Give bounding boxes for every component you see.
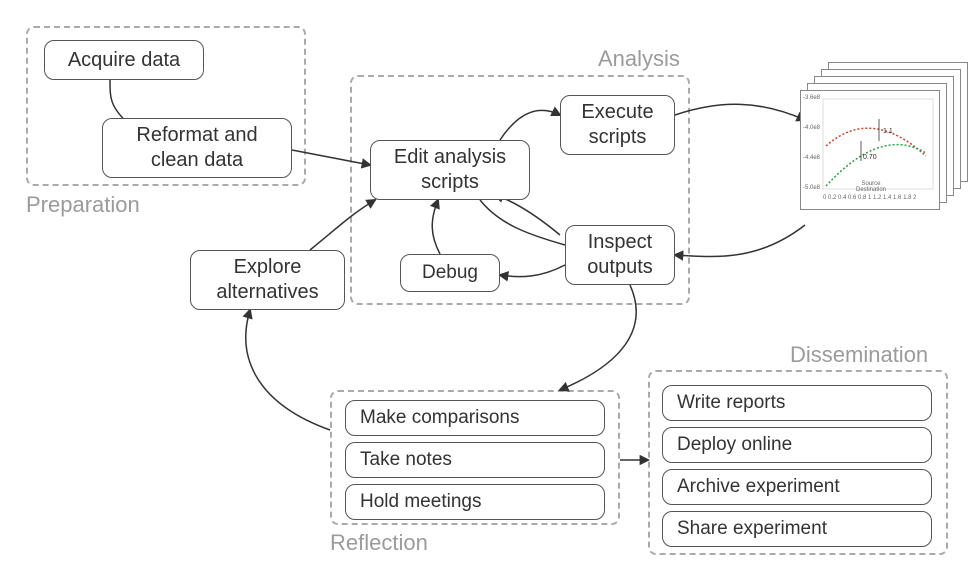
mini-chart: 1.1 0.70 bbox=[801, 91, 941, 211]
edge-reflection-explore bbox=[246, 310, 330, 430]
node-debug: Debug bbox=[400, 254, 500, 292]
group-label-preparation: Preparation bbox=[26, 192, 140, 218]
output-chart-stack: 1.1 0.70 -3.6e8 -4.0e8 -4.4e8 -5.0e80 0.2 0.4… bbox=[800, 90, 970, 240]
node-make-comparisons: Make comparisons bbox=[345, 400, 605, 436]
ytick-label: -3.6e8 bbox=[803, 95, 820, 101]
xaxis-label: SourceDestination bbox=[856, 181, 886, 193]
chart-card-front: 1.1 0.70 -3.6e8 -4.0e8 -4.4e8 -5.0e80 0.2 0.4… bbox=[800, 90, 940, 210]
ytick-label: -4.0e8 bbox=[803, 125, 820, 131]
node-edit-scripts: Edit analysisscripts bbox=[370, 140, 530, 200]
svg-text:0.70: 0.70 bbox=[863, 154, 877, 161]
node-hold-meetings: Hold meetings bbox=[345, 484, 605, 520]
group-label-reflection: Reflection bbox=[330, 530, 428, 556]
svg-text:1.1: 1.1 bbox=[883, 128, 893, 135]
group-label-dissemination: Dissemination bbox=[790, 342, 928, 368]
node-share-experiment: Share experiment bbox=[662, 511, 932, 547]
ytick-label: -5.0e8 bbox=[803, 185, 820, 191]
node-archive-experiment: Archive experiment bbox=[662, 469, 932, 505]
diagram-stage: Preparation Analysis Reflection Dissemin… bbox=[0, 0, 974, 587]
node-reformat-clean: Reformat andclean data bbox=[102, 118, 292, 178]
edge-execute-chart bbox=[675, 104, 805, 120]
xtick-label: 0 0.2 0.4 0.6 0.8 1 1.2 1.4 1.6 1.8 2 bbox=[823, 195, 916, 201]
node-acquire-data: Acquire data bbox=[44, 40, 204, 80]
node-inspect-outputs: Inspectoutputs bbox=[565, 225, 675, 285]
node-deploy-online: Deploy online bbox=[662, 427, 932, 463]
node-take-notes: Take notes bbox=[345, 442, 605, 478]
node-execute-scripts: Executescripts bbox=[560, 95, 675, 155]
edge-chart-inspect bbox=[675, 225, 805, 257]
node-explore-alternatives: Explorealternatives bbox=[190, 250, 345, 310]
ytick-label: -4.4e8 bbox=[803, 155, 820, 161]
group-label-analysis: Analysis bbox=[598, 46, 680, 72]
node-write-reports: Write reports bbox=[662, 385, 932, 421]
